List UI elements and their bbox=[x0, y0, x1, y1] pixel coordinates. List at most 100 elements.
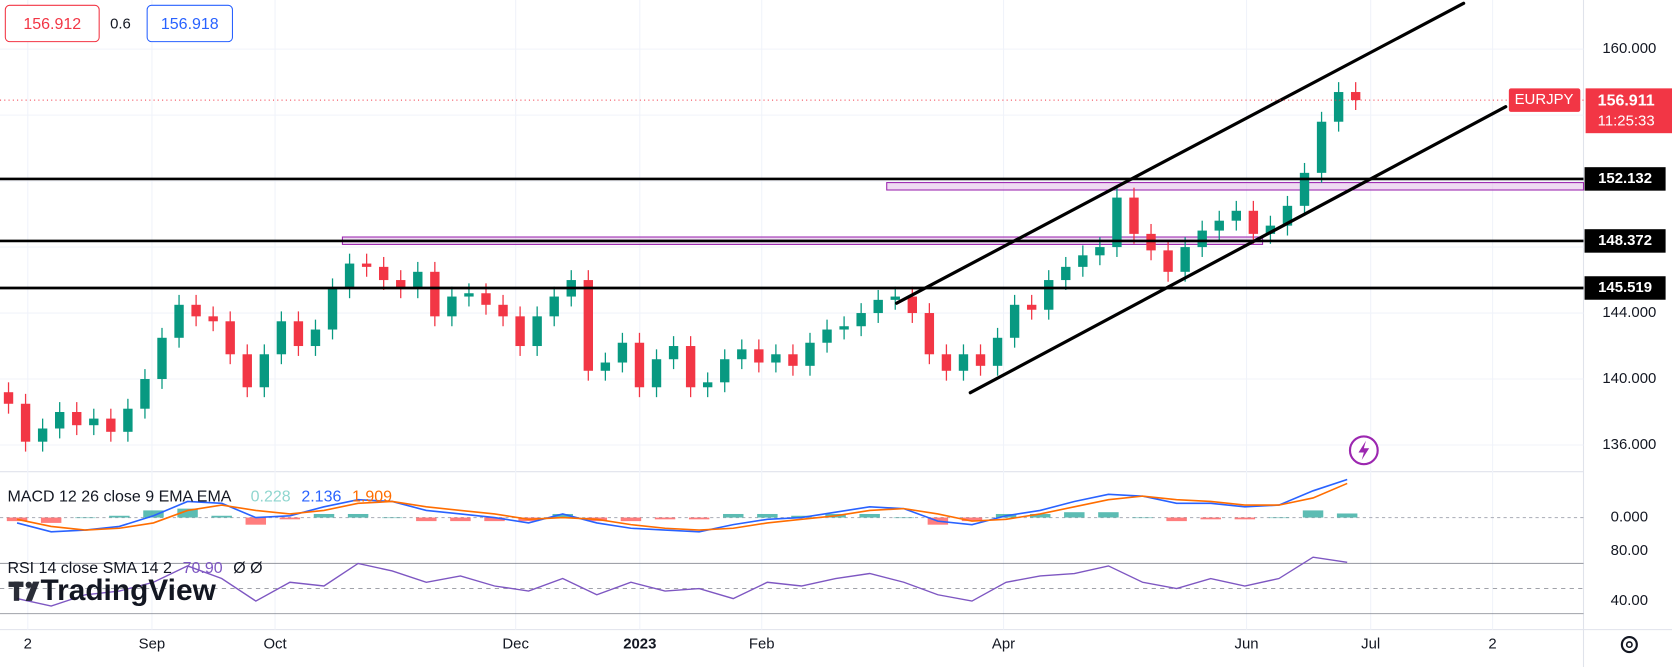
x-tick-label: Dec bbox=[502, 636, 529, 653]
histogram-bar bbox=[6, 517, 28, 522]
candle-body bbox=[37, 428, 48, 442]
indicator-readout: 2.136 bbox=[301, 489, 341, 506]
indicator-extra: Ø Ø bbox=[233, 560, 262, 577]
candle-body bbox=[549, 296, 559, 317]
histogram-bar bbox=[484, 517, 505, 522]
candle-body bbox=[1112, 197, 1122, 248]
candle-body bbox=[327, 288, 338, 330]
candle-body bbox=[464, 293, 474, 297]
histogram-bar bbox=[1302, 510, 1324, 518]
ask-box[interactable] bbox=[146, 4, 233, 43]
x-tick-label: 2 bbox=[1488, 636, 1496, 653]
y-tick-label: 80.00 bbox=[1611, 542, 1648, 559]
candle-body bbox=[1026, 304, 1037, 310]
candle-body bbox=[208, 316, 218, 322]
histogram-bar bbox=[1098, 512, 1119, 518]
histogram-bar bbox=[757, 513, 778, 518]
x-tick-label: 2 bbox=[24, 636, 32, 653]
histogram-bar bbox=[893, 517, 915, 519]
level-label-box bbox=[1584, 167, 1666, 191]
candle-body bbox=[242, 354, 252, 388]
spread: 0.6 bbox=[110, 15, 131, 32]
histogram-bar bbox=[1064, 512, 1085, 518]
x-tick-label: Oct bbox=[263, 636, 287, 653]
y-tick-label: 40.00 bbox=[1611, 592, 1648, 609]
indicator-line bbox=[16, 482, 1348, 531]
candle-body bbox=[1248, 210, 1259, 234]
histogram-bar bbox=[654, 517, 676, 520]
candle-body bbox=[924, 313, 935, 355]
histogram-bar bbox=[791, 515, 812, 518]
countdown-label: 11:25:33 bbox=[1598, 112, 1655, 129]
candle-body bbox=[1180, 247, 1190, 272]
plot-layer bbox=[0, 0, 1585, 630]
candle-body bbox=[702, 382, 713, 388]
candle-body bbox=[259, 354, 270, 388]
candle-body bbox=[992, 337, 1003, 366]
indicator-title: MACD 12 26 close 9 EMA EMA bbox=[7, 489, 231, 506]
candle-body bbox=[344, 263, 355, 289]
candle-body bbox=[191, 304, 201, 317]
candle-body bbox=[447, 296, 457, 317]
candle-body bbox=[276, 321, 287, 355]
candle-body bbox=[941, 354, 952, 371]
candle-body bbox=[1009, 304, 1020, 338]
histogram-bar bbox=[1336, 513, 1358, 518]
candle-body bbox=[907, 296, 917, 314]
x-tick-label: Apr bbox=[992, 636, 1015, 653]
rsi-line bbox=[16, 556, 1348, 607]
candle-body bbox=[140, 379, 150, 409]
histogram-bar bbox=[313, 513, 335, 518]
candle-body bbox=[72, 412, 82, 426]
histogram-bar bbox=[1029, 513, 1051, 518]
level-label: 152.132 bbox=[1598, 170, 1652, 187]
x-tick-label: 2023 bbox=[623, 636, 656, 653]
candle-body bbox=[771, 354, 781, 363]
ask-price: 156.918 bbox=[161, 16, 219, 33]
histogram-bar bbox=[279, 517, 301, 520]
candle-body bbox=[839, 326, 849, 330]
histogram-bar bbox=[859, 513, 880, 518]
bid-box[interactable] bbox=[4, 4, 100, 43]
candle-body bbox=[1333, 92, 1344, 122]
indicator-line bbox=[16, 478, 1348, 533]
candle-body bbox=[1095, 247, 1105, 256]
settings-icon[interactable] bbox=[1620, 636, 1638, 654]
histogram-bar bbox=[688, 517, 710, 520]
candle-body bbox=[3, 392, 14, 404]
candle-body bbox=[805, 342, 815, 366]
watermark: TradingView bbox=[41, 574, 217, 607]
x-tick-label: Jun bbox=[1235, 636, 1259, 653]
indicator-readout: 70.90 bbox=[183, 560, 223, 577]
candle-body bbox=[378, 266, 389, 281]
histogram-bar bbox=[416, 517, 437, 522]
histogram-bar bbox=[177, 508, 198, 518]
histogram-bar bbox=[1132, 517, 1153, 519]
candle-body bbox=[515, 316, 525, 347]
candle-body bbox=[737, 349, 747, 360]
candle-body bbox=[396, 280, 406, 289]
candle-body bbox=[617, 342, 628, 363]
x-tick-label: Jul bbox=[1361, 636, 1380, 653]
candle-body bbox=[498, 304, 508, 317]
candle-body bbox=[225, 321, 235, 355]
candle-body bbox=[1197, 230, 1207, 248]
candle-body bbox=[293, 321, 304, 347]
trend-line bbox=[968, 105, 1508, 395]
histogram-bar bbox=[143, 510, 164, 518]
candle-body bbox=[651, 359, 662, 388]
symbol-label: EURJPY bbox=[1515, 91, 1574, 108]
zone bbox=[886, 182, 1585, 191]
candle-body bbox=[634, 342, 645, 388]
histogram-bar bbox=[75, 517, 96, 519]
candle-body bbox=[54, 412, 65, 429]
candle-body bbox=[310, 329, 321, 347]
candle-body bbox=[1350, 92, 1361, 101]
last-price-label: 156.911 bbox=[1598, 92, 1655, 109]
histogram-bar bbox=[961, 517, 983, 522]
candle-body bbox=[890, 296, 900, 300]
histogram-bar bbox=[1166, 517, 1187, 522]
histogram-bar bbox=[1234, 517, 1256, 520]
